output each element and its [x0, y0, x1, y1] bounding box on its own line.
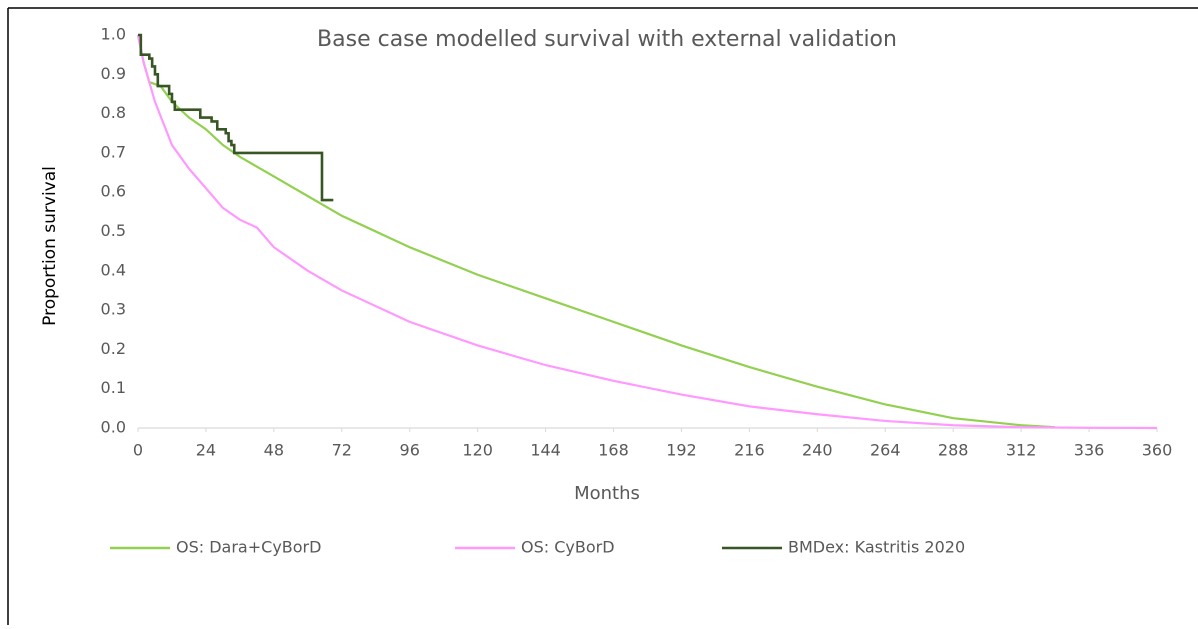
series-line	[138, 33, 334, 202]
series-line	[136, 34, 1056, 429]
legend-label: OS: CyBorD	[521, 538, 615, 557]
y-tick-label: 0.6	[101, 182, 126, 201]
x-tick-label: 168	[598, 441, 629, 460]
x-tick-label: 144	[530, 441, 561, 460]
x-tick-label: 288	[938, 441, 969, 460]
y-tick-label: 0.3	[101, 300, 126, 319]
y-axis-label: Proportion survival	[40, 166, 60, 326]
y-tick-label: 0.5	[101, 221, 126, 240]
x-axis-label: Months	[574, 483, 640, 504]
chart-title: Base case modelled survival with externa…	[317, 27, 897, 52]
x-tick-label: 48	[264, 441, 284, 460]
x-tick-label: 360	[1142, 441, 1173, 460]
y-tick-label: 0.4	[101, 260, 126, 279]
y-tick-label: 0.1	[101, 378, 126, 397]
y-tick-label: 1.0	[101, 25, 126, 44]
y-tick-label: 0.0	[101, 418, 126, 437]
y-tick-label: 0.8	[101, 103, 126, 122]
x-tick-label: 312	[1006, 441, 1037, 460]
x-tick-label: 0	[133, 441, 143, 460]
legend-label: OS: Dara+CyBorD	[176, 538, 321, 557]
x-tick-label: 120	[462, 441, 493, 460]
x-tick-label: 24	[196, 441, 216, 460]
x-tick-label: 264	[870, 441, 901, 460]
x-tick-label: 192	[666, 441, 697, 460]
x-tick-label: 72	[332, 441, 352, 460]
y-tick-label: 0.7	[101, 142, 126, 161]
x-tick-label: 240	[802, 441, 833, 460]
x-tick-label: 96	[400, 441, 420, 460]
series-line	[136, 34, 1158, 430]
y-tick-label: 0.9	[101, 64, 126, 83]
y-tick-label: 0.2	[101, 339, 126, 358]
x-tick-label: 216	[734, 441, 765, 460]
x-tick-label: 336	[1074, 441, 1105, 460]
legend-label: BMDex: Kastritis 2020	[788, 538, 965, 557]
